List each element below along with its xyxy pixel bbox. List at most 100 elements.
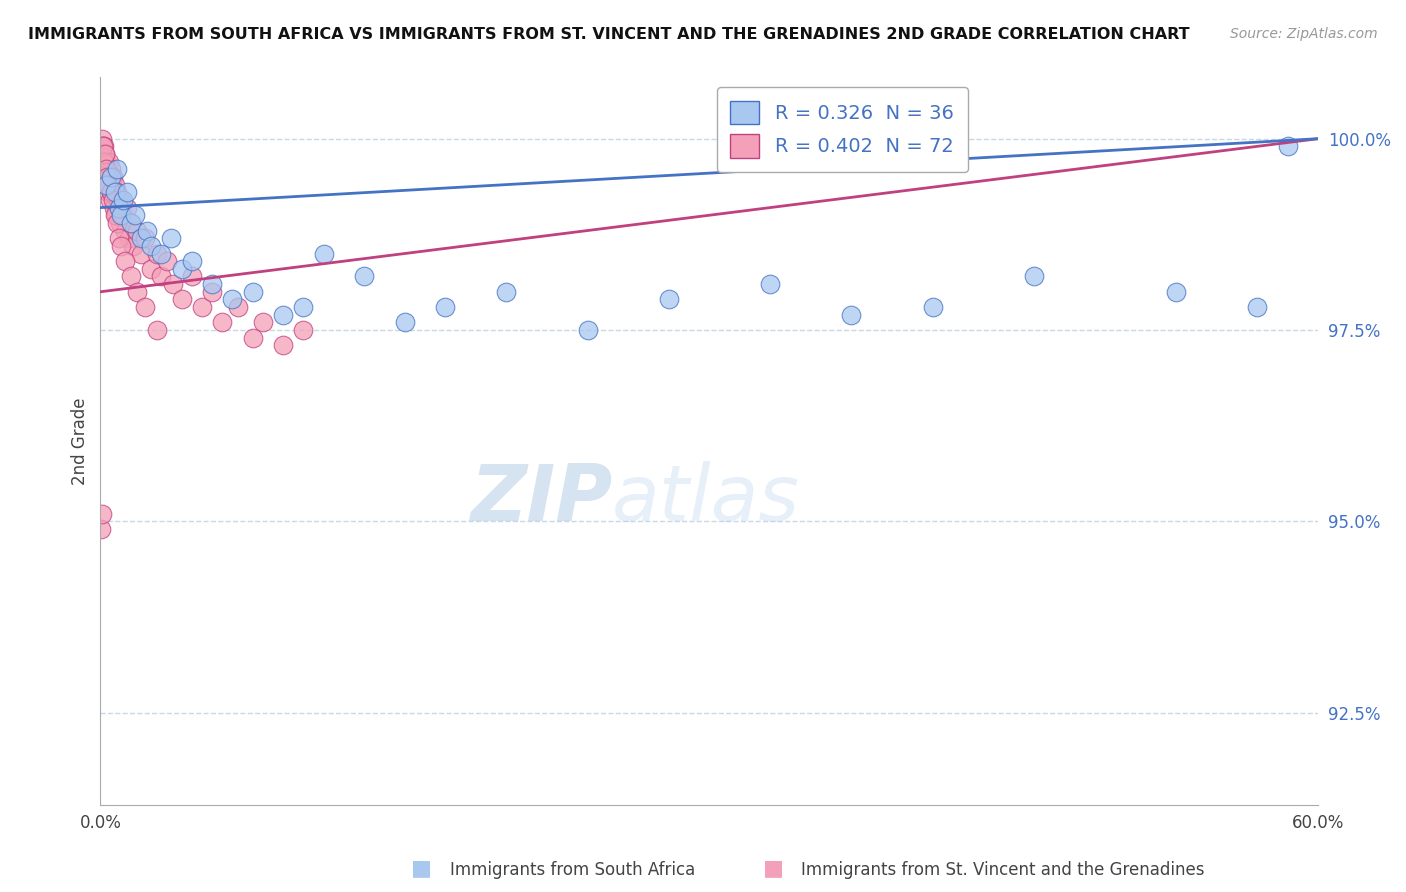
Point — [353, 269, 375, 284]
Point — [93, 139, 115, 153]
Legend: R = 0.326  N = 36, R = 0.402  N = 72: R = 0.326 N = 36, R = 0.402 N = 72 — [717, 87, 967, 171]
Point — [98, 193, 121, 207]
Point — [110, 239, 132, 253]
Point — [1246, 300, 1268, 314]
Point — [292, 300, 315, 314]
Point — [576, 323, 599, 337]
Point — [108, 216, 131, 230]
Point — [90, 139, 112, 153]
Point — [191, 300, 214, 314]
Point — [180, 269, 202, 284]
Point — [139, 239, 162, 253]
Point — [201, 277, 224, 292]
Point — [759, 277, 782, 292]
Point — [921, 300, 943, 314]
Point — [170, 261, 193, 276]
Point — [96, 162, 118, 177]
Point — [97, 169, 120, 184]
Point — [110, 193, 132, 207]
Point — [658, 293, 681, 307]
Text: IMMIGRANTS FROM SOUTH AFRICA VS IMMIGRANTS FROM ST. VINCENT AND THE GRENADINES 2: IMMIGRANTS FROM SOUTH AFRICA VS IMMIGRAN… — [28, 27, 1189, 42]
Point — [96, 169, 118, 184]
Point — [201, 285, 224, 299]
Point — [105, 162, 128, 177]
Point — [134, 231, 156, 245]
Point — [150, 269, 173, 284]
Point — [114, 254, 136, 268]
Point — [96, 178, 118, 192]
Point — [110, 208, 132, 222]
Point — [129, 246, 152, 260]
Point — [242, 285, 264, 299]
Point — [170, 293, 193, 307]
Point — [94, 147, 117, 161]
Point — [134, 300, 156, 314]
Point — [93, 147, 115, 161]
Point — [1022, 269, 1045, 284]
Point — [121, 239, 143, 253]
Text: ■: ■ — [412, 859, 432, 879]
Point — [105, 186, 128, 200]
Point — [292, 323, 315, 337]
Point — [91, 131, 114, 145]
Point — [94, 162, 117, 177]
Point — [98, 178, 121, 192]
Point — [91, 507, 114, 521]
Point — [100, 169, 122, 184]
Point — [96, 162, 118, 177]
Point — [91, 139, 114, 153]
Point — [94, 147, 117, 161]
Point — [242, 331, 264, 345]
Point — [96, 178, 118, 192]
Point — [96, 154, 118, 169]
Point — [1166, 285, 1188, 299]
Point — [107, 201, 129, 215]
Point — [120, 269, 142, 284]
Y-axis label: 2nd Grade: 2nd Grade — [72, 397, 89, 485]
Point — [434, 300, 457, 314]
Point — [120, 216, 142, 230]
Point — [101, 193, 124, 207]
Point — [146, 246, 169, 260]
Point — [107, 231, 129, 245]
Point — [90, 522, 112, 536]
Point — [228, 300, 250, 314]
Text: ■: ■ — [763, 859, 783, 879]
Text: atlas: atlas — [612, 461, 800, 537]
Point — [394, 315, 416, 329]
Text: Immigrants from South Africa: Immigrants from South Africa — [450, 861, 695, 879]
Point — [125, 285, 148, 299]
Point — [495, 285, 517, 299]
Point — [97, 178, 120, 192]
Point — [162, 277, 184, 292]
Point — [150, 246, 173, 260]
Point — [136, 223, 159, 237]
Point — [221, 293, 243, 307]
Point — [93, 154, 115, 169]
Point — [114, 223, 136, 237]
Point — [103, 201, 125, 215]
Point — [120, 216, 142, 230]
Point — [312, 246, 335, 260]
Point — [103, 186, 125, 200]
Point — [156, 254, 179, 268]
Point — [252, 315, 274, 329]
Point — [93, 154, 115, 169]
Point — [107, 193, 129, 207]
Point — [104, 208, 127, 222]
Point — [129, 231, 152, 245]
Point — [97, 154, 120, 169]
Point — [211, 315, 233, 329]
Point — [124, 208, 146, 222]
Text: ZIP: ZIP — [470, 461, 612, 537]
Text: Source: ZipAtlas.com: Source: ZipAtlas.com — [1230, 27, 1378, 41]
Point — [107, 201, 129, 215]
Point — [103, 178, 125, 192]
Point — [118, 231, 141, 245]
Point — [103, 208, 125, 222]
Point — [160, 231, 183, 245]
Point — [100, 186, 122, 200]
Point — [93, 139, 115, 153]
Point — [146, 323, 169, 337]
Point — [111, 208, 134, 222]
